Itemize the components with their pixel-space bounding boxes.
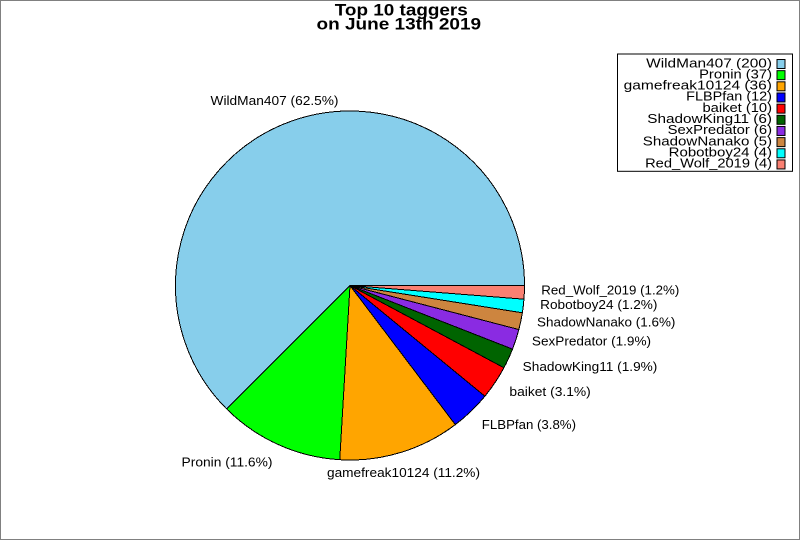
svg-text:WildMan407 (62.5%): WildMan407 (62.5%) xyxy=(211,94,339,108)
svg-text:Robotboy24 (1.2%): Robotboy24 (1.2%) xyxy=(540,298,657,312)
svg-text:Red_Wolf_2019 (1.2%): Red_Wolf_2019 (1.2%) xyxy=(541,284,679,298)
svg-text:gamefreak10124 (36): gamefreak10124 (36) xyxy=(624,79,772,93)
svg-text:SexPredator (1.9%): SexPredator (1.9%) xyxy=(532,334,651,348)
svg-text:ShadowKing11 (1.9%): ShadowKing11 (1.9%) xyxy=(523,360,658,374)
svg-text:ShadowNanako (1.6%): ShadowNanako (1.6%) xyxy=(537,315,675,329)
svg-text:Top 10 taggers: Top 10 taggers xyxy=(335,1,468,20)
svg-text:baiket (10): baiket (10) xyxy=(703,101,773,115)
svg-text:SexPredator (6): SexPredator (6) xyxy=(668,123,772,137)
svg-text:FLBPfan (12): FLBPfan (12) xyxy=(686,90,772,104)
svg-text:FLBPfan (3.8%): FLBPfan (3.8%) xyxy=(482,418,576,432)
svg-text:ShadowNanako (5): ShadowNanako (5) xyxy=(643,134,772,148)
svg-text:Pronin (11.6%): Pronin (11.6%) xyxy=(182,455,273,469)
svg-text:ShadowKing11 (6): ShadowKing11 (6) xyxy=(647,112,772,126)
svg-text:on June 13th 2019: on June 13th 2019 xyxy=(317,15,482,34)
svg-text:Red_Wolf_2019 (4): Red_Wolf_2019 (4) xyxy=(645,157,772,171)
svg-text:baiket (3.1%): baiket (3.1%) xyxy=(509,385,590,399)
svg-text:WildMan407 (200): WildMan407 (200) xyxy=(646,56,772,70)
svg-text:gamefreak10124 (11.2%): gamefreak10124 (11.2%) xyxy=(327,466,480,480)
svg-text:Pronin (37): Pronin (37) xyxy=(699,67,772,81)
svg-text:Robotboy24 (4): Robotboy24 (4) xyxy=(669,146,772,160)
